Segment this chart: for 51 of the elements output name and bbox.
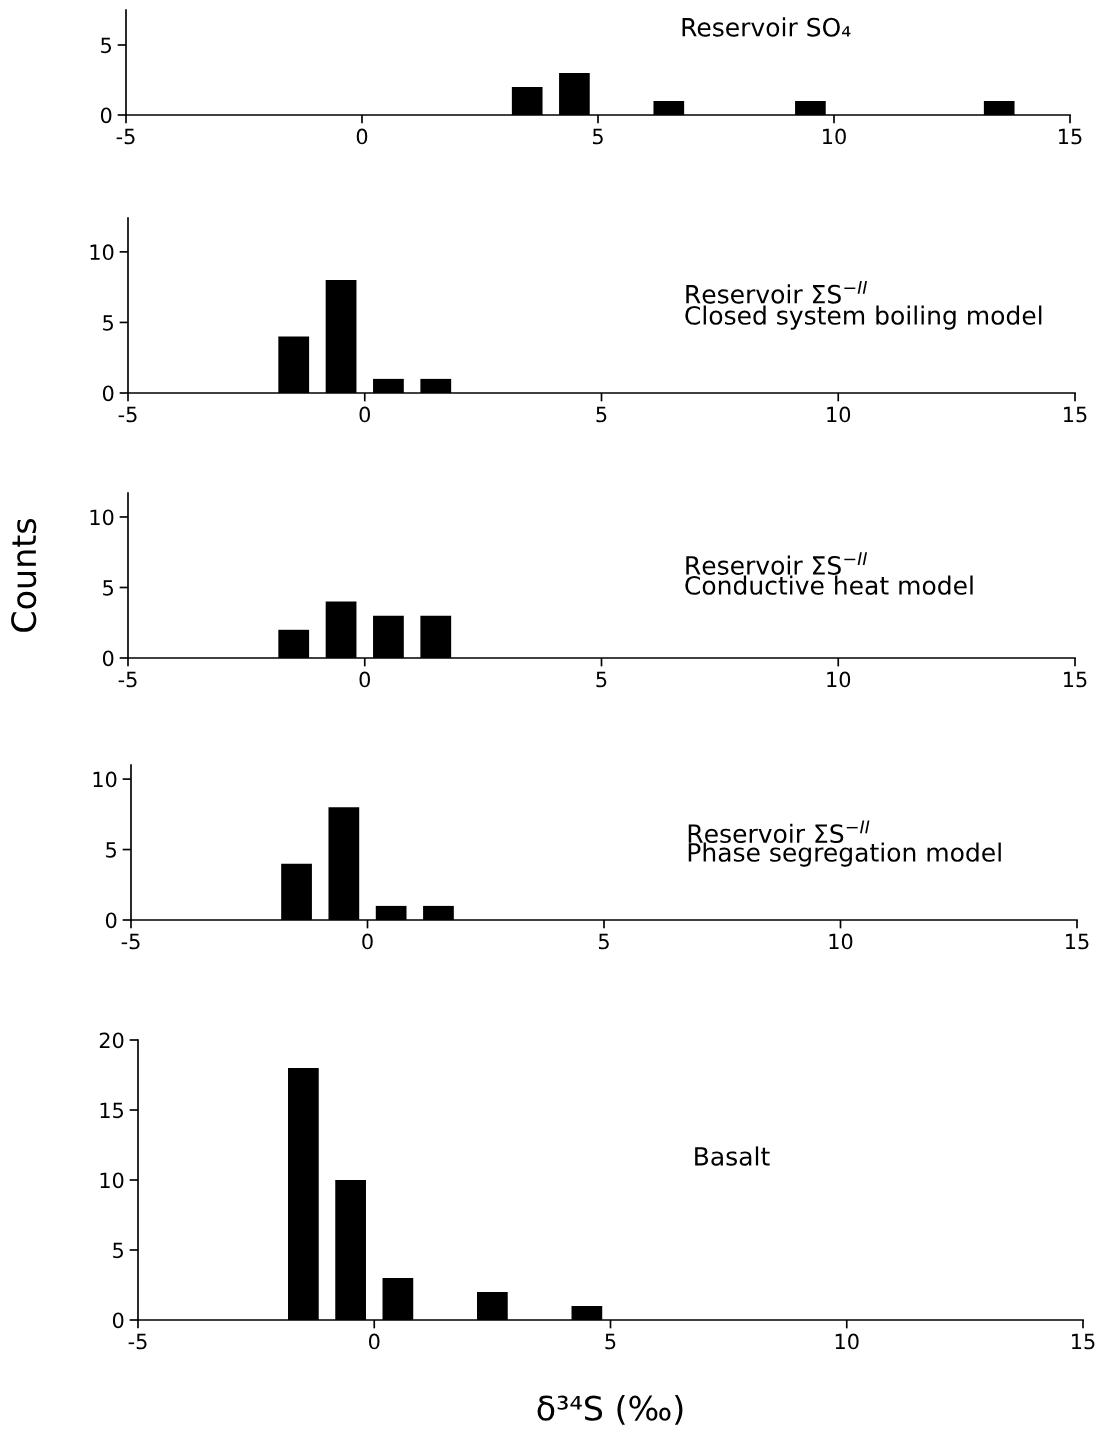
x-axis-title: δ³⁴S (‰) [537, 1395, 683, 1425]
text: Phase segregation model [688, 842, 1001, 867]
x-tick-label: 15 [1064, 671, 1087, 688]
y-tick-label: 0 [102, 385, 114, 402]
x-tick-label: 10 [823, 128, 846, 145]
text: Basalt [695, 1146, 770, 1166]
y-tick-label: 5 [103, 315, 113, 331]
text: Reservoir ΣS$^{−II}$ [688, 820, 870, 844]
x-tick-label: 15 [1066, 933, 1089, 950]
text: Reservoir ΣS$^{−II}$ [686, 552, 868, 575]
y-tick-label: 10 [100, 1172, 124, 1189]
x-tick-label: 0 [359, 406, 370, 423]
x-tick-label: 5 [592, 128, 603, 145]
y-tick-label: 0 [100, 107, 112, 124]
y-tick-label: 20 [99, 1032, 124, 1049]
x-tick-label: -5 [118, 671, 137, 688]
x-tick-label: 15 [1059, 128, 1082, 145]
x-tick-label: 5 [605, 1333, 616, 1350]
x-tick-label: 10 [835, 1333, 859, 1350]
text: Reservoir ΣS$^{−II}$ [686, 281, 868, 304]
x-tick-label: 5 [598, 933, 609, 950]
text: Closed system boiling model [685, 305, 1042, 330]
x-tick-label: 5 [596, 671, 607, 688]
y-tick-label: 5 [103, 580, 113, 596]
x-tick-label: 10 [827, 406, 851, 423]
x-tick-label: 0 [369, 1333, 380, 1350]
y-axis-title: Counts [11, 518, 37, 632]
y-tick-label: 10 [90, 244, 114, 261]
x-tick-label: -5 [121, 933, 140, 950]
y-tick-label: 5 [106, 842, 116, 858]
x-tick-label: 0 [362, 933, 373, 950]
y-tick-label: 15 [100, 1102, 123, 1119]
x-tick-label: -5 [128, 1333, 147, 1350]
text: Conductive heat model [685, 575, 973, 595]
x-tick-label: 0 [359, 671, 370, 688]
y-tick-label: 10 [93, 771, 117, 788]
x-tick-label: 15 [1064, 406, 1087, 423]
y-tick-label: 10 [90, 509, 114, 526]
y-tick-label: 0 [102, 650, 114, 667]
y-tick-label: 5 [113, 1242, 123, 1259]
x-tick-label: 5 [596, 406, 607, 423]
x-tick-label: -5 [116, 128, 135, 145]
y-tick-label: 5 [101, 37, 111, 54]
x-tick-label: 15 [1072, 1333, 1095, 1350]
y-tick-label: 0 [112, 1312, 124, 1329]
x-tick-label: 10 [827, 671, 851, 688]
x-tick-label: 10 [829, 933, 853, 950]
y-tick-label: 0 [105, 912, 117, 929]
x-tick-label: 0 [356, 128, 368, 145]
chart-title: Reservoir SO₄ [682, 17, 851, 37]
x-tick-label: -5 [118, 406, 137, 423]
